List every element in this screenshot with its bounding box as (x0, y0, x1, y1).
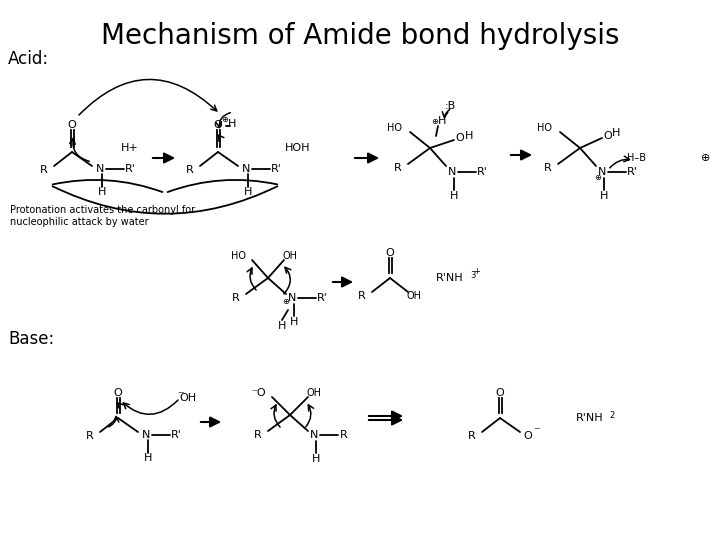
Text: R: R (186, 165, 194, 175)
Text: ⊕: ⊕ (595, 173, 601, 183)
Text: ⊕: ⊕ (282, 298, 289, 307)
Text: HO: HO (387, 123, 402, 133)
Text: H: H (612, 128, 620, 138)
Text: OH: OH (282, 251, 297, 261)
Text: R: R (254, 430, 262, 440)
Text: H: H (465, 131, 473, 141)
Text: R: R (86, 431, 94, 441)
Text: R: R (340, 430, 348, 440)
Text: R': R' (477, 167, 487, 177)
Text: N: N (142, 430, 150, 440)
Text: H: H (144, 453, 152, 463)
Text: R': R' (271, 164, 282, 174)
Text: H: H (290, 317, 298, 327)
Text: H: H (228, 119, 236, 129)
Text: OH: OH (179, 393, 197, 403)
Text: Mechanism of Amide bond hydrolysis: Mechanism of Amide bond hydrolysis (101, 22, 619, 50)
Text: O: O (523, 431, 532, 441)
Text: O: O (386, 248, 395, 258)
Text: O: O (495, 388, 505, 398)
Text: :B: :B (444, 101, 456, 111)
Text: H: H (244, 187, 252, 197)
Text: O: O (114, 388, 122, 398)
Text: R'NH: R'NH (576, 413, 604, 423)
Text: Base:: Base: (8, 330, 54, 348)
Text: Protonation activates the carbonyl for
nucleophilic attack by water: Protonation activates the carbonyl for n… (10, 205, 195, 227)
Text: ⁻: ⁻ (533, 426, 539, 438)
Text: R': R' (171, 430, 181, 440)
Text: R': R' (626, 167, 637, 177)
Text: HO: HO (537, 123, 552, 133)
Text: O: O (603, 131, 613, 141)
Text: N: N (288, 293, 296, 303)
Text: ⊕: ⊕ (701, 153, 711, 163)
Text: OH: OH (307, 388, 322, 398)
Text: R: R (233, 293, 240, 303)
Text: H–B: H–B (626, 153, 646, 163)
Text: N: N (448, 167, 456, 177)
Text: R: R (359, 291, 366, 301)
Text: O: O (456, 133, 464, 143)
Text: H: H (450, 191, 458, 201)
Text: HOH: HOH (285, 143, 311, 153)
Text: N: N (242, 164, 250, 174)
Text: H+: H+ (121, 143, 139, 153)
Text: H: H (278, 321, 286, 331)
Text: 3: 3 (470, 271, 476, 280)
Text: R'NH: R'NH (436, 273, 464, 283)
Text: +: + (474, 267, 480, 276)
Text: HO: HO (231, 251, 246, 261)
Text: O: O (214, 120, 222, 130)
Text: H: H (312, 454, 320, 464)
Text: ⊕: ⊕ (431, 117, 438, 125)
Text: O: O (68, 120, 76, 130)
Text: R': R' (125, 164, 135, 174)
Text: N: N (96, 164, 104, 174)
Text: 2: 2 (609, 410, 615, 420)
Text: Acid:: Acid: (8, 50, 49, 68)
Text: R: R (40, 165, 48, 175)
Text: ⁻O: ⁻O (251, 388, 266, 398)
Text: N: N (598, 167, 606, 177)
Text: R': R' (317, 293, 328, 303)
Text: R: R (544, 163, 552, 173)
Text: H: H (600, 191, 608, 201)
Text: H: H (98, 187, 106, 197)
Text: OH: OH (407, 291, 421, 301)
Text: N: N (310, 430, 318, 440)
Text: ⊕: ⊕ (222, 116, 228, 125)
Text: R: R (468, 431, 476, 441)
Text: H: H (438, 116, 446, 126)
Text: R: R (395, 163, 402, 173)
Text: ⁻: ⁻ (176, 389, 184, 402)
